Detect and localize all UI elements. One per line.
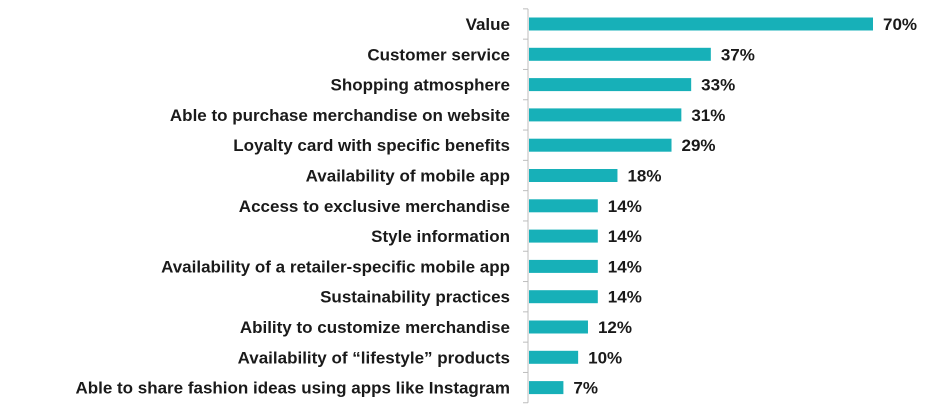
category-label: Shopping atmosphere (331, 76, 510, 95)
category-label: Availability of a retailer-specific mobi… (161, 257, 510, 276)
value-label: 70% (883, 15, 917, 34)
bar (529, 290, 598, 304)
bar (529, 78, 692, 92)
value-label: 12% (598, 318, 632, 337)
value-labels: 70% 37% 33% 31% 29% 18% 14% 14% 14% 14% 12% 10% 7% (573, 15, 917, 398)
bar (529, 350, 579, 364)
category-label: Value (466, 15, 510, 34)
value-label: 33% (701, 76, 735, 95)
category-label: Ability to customize merchandise (240, 318, 510, 337)
bar (529, 169, 618, 182)
category-label: Availability of “lifestyle” products (238, 348, 510, 367)
bar (529, 17, 873, 31)
bar (529, 259, 598, 273)
value-label: 14% (608, 257, 642, 276)
value-label: 14% (608, 227, 642, 246)
value-label: 14% (608, 288, 642, 307)
bar (529, 108, 682, 122)
category-label: Availability of mobile app (306, 167, 510, 186)
value-label: 7% (573, 379, 598, 398)
value-label: 31% (691, 106, 725, 125)
category-label: Sustainability practices (320, 288, 510, 307)
bar (529, 138, 672, 152)
category-label: Loyalty card with specific benefits (233, 136, 510, 155)
category-label: Access to exclusive merchandise (239, 197, 510, 216)
bar (529, 199, 598, 213)
bar (529, 320, 588, 334)
bar (529, 229, 598, 243)
value-label: 10% (588, 348, 622, 367)
value-label: 37% (721, 45, 755, 64)
value-label: 29% (682, 136, 716, 155)
category-label: Able to purchase merchandise on website (170, 106, 510, 125)
axis-layer (523, 8, 529, 404)
category-label: Style information (371, 227, 510, 246)
category-labels: Value Customer service Shopping atmosphere… (75, 15, 510, 398)
category-label: Able to share fashion ideas using apps l… (75, 379, 510, 398)
value-label: 18% (627, 167, 661, 186)
category-label: Customer service (367, 45, 510, 64)
bar (529, 381, 564, 395)
bar (529, 47, 711, 61)
bars-layer (529, 17, 873, 395)
value-label: 14% (608, 197, 642, 216)
